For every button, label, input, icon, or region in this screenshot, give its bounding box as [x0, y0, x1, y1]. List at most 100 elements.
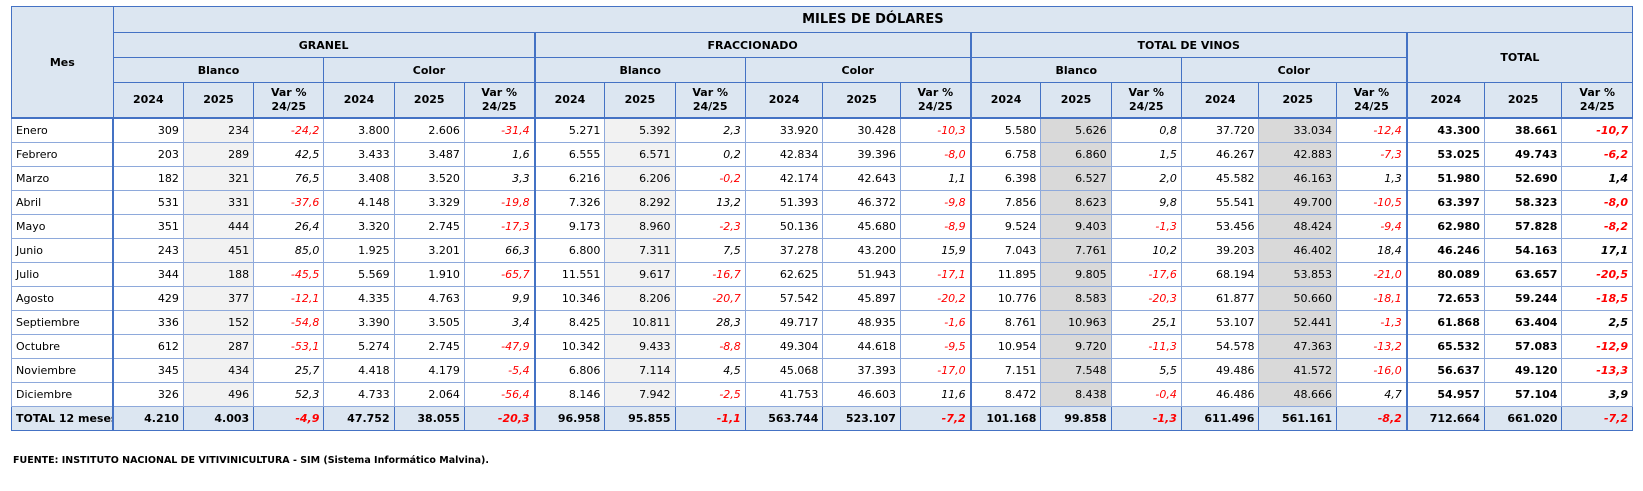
value-cell: 6.527	[1040, 166, 1112, 191]
var-cell: -1,6	[899, 310, 972, 335]
value-cell: 8.292	[604, 190, 676, 215]
value-cell: 612	[112, 334, 184, 359]
value-cell: 48.424	[1258, 214, 1338, 239]
value-cell: 336	[112, 310, 184, 335]
value-cell: 287	[182, 334, 255, 359]
var-cell: -8,0	[899, 142, 972, 167]
var-cell: 42,5	[253, 142, 325, 167]
value-cell: 53.025	[1405, 142, 1485, 167]
var-cell: -13,2	[1336, 334, 1408, 359]
value-cell: 56.637	[1405, 358, 1485, 383]
value-cell: 45.068	[744, 358, 824, 383]
value-cell: 4.179	[393, 358, 465, 383]
value-cell: 62.625	[744, 262, 824, 287]
value-cell: 326	[112, 382, 184, 407]
value-cell: 61.868	[1405, 310, 1485, 335]
var-cell: 1,5	[1110, 142, 1182, 167]
header-var: Var % 24/25	[1561, 82, 1633, 119]
header-blanco: Blanco	[969, 57, 1182, 83]
var-cell: -20,5	[1561, 262, 1633, 287]
value-cell: 58.323	[1483, 190, 1563, 215]
header-color: Color	[323, 57, 536, 83]
value-cell: 3.487	[393, 142, 465, 167]
month-label: Julio	[11, 262, 114, 287]
value-cell: 54.163	[1483, 238, 1563, 263]
var-cell: -20,3	[1110, 286, 1182, 311]
value-cell: 46.246	[1405, 238, 1485, 263]
var-cell: -13,3	[1561, 358, 1633, 383]
value-cell: 188	[182, 262, 255, 287]
value-cell: 9.805	[1040, 262, 1112, 287]
var-cell: -24,2	[253, 117, 325, 143]
value-cell: 39.203	[1180, 238, 1260, 263]
var-cell: -10,7	[1561, 117, 1633, 143]
value-cell: 10.811	[604, 310, 676, 335]
source-footnote: FUENTE: INSTITUTO NACIONAL DE VITIVINICU…	[13, 455, 489, 466]
exports-table: Mes MILES DE DÓLARES GRANEL FRACCIONADO …	[11, 6, 1634, 431]
table-row: Noviembre 345 434 25,7 4.418 4.179 -5,4 6.806 7.…	[11, 358, 1633, 383]
value-cell: 4.733	[323, 382, 395, 407]
value-cell: 3.433	[323, 142, 395, 167]
var-cell: -18,5	[1561, 286, 1633, 311]
value-cell: 6.800	[533, 238, 606, 263]
value-cell: 51.393	[744, 190, 824, 215]
value-cell: 5.569	[323, 262, 395, 287]
var-cell: -1,3	[1110, 214, 1182, 239]
value-cell: 3.800	[323, 117, 395, 143]
var-cell: -8,2	[1561, 214, 1633, 239]
value-cell: 38.055	[393, 406, 465, 431]
var-cell: 76,5	[253, 166, 325, 191]
value-cell: 523.107	[822, 406, 901, 431]
value-cell: 11.895	[969, 262, 1042, 287]
var-cell: 1,4	[1561, 166, 1633, 191]
value-cell: 7.548	[1040, 358, 1112, 383]
var-cell: -47,9	[463, 334, 536, 359]
var-cell: 9,9	[463, 286, 536, 311]
var-cell: 1,3	[1336, 166, 1408, 191]
value-cell: 37.393	[822, 358, 901, 383]
table-container: Mes MILES DE DÓLARES GRANEL FRACCIONADO …	[11, 6, 1634, 431]
var-cell: 3,3	[463, 166, 536, 191]
header-2025: 2025	[604, 82, 676, 119]
header-total: TOTAL	[1405, 32, 1633, 83]
value-cell: 50.660	[1258, 286, 1338, 311]
var-cell: -17,3	[463, 214, 536, 239]
value-cell: 243	[112, 238, 184, 263]
value-cell: 8.146	[533, 382, 606, 407]
value-cell: 6.216	[533, 166, 606, 191]
value-cell: 8.583	[1040, 286, 1112, 311]
value-cell: 41.572	[1258, 358, 1338, 383]
table-row: Enero 309 234 -24,2 3.800 2.606 -31,4 5.271 5.39…	[11, 117, 1633, 143]
value-cell: 42.834	[744, 142, 824, 167]
value-cell: 451	[182, 238, 255, 263]
value-cell: 4.148	[323, 190, 395, 215]
value-cell: 65.532	[1405, 334, 1485, 359]
month-label: Septiembre	[11, 310, 114, 335]
value-cell: 3.329	[393, 190, 465, 215]
var-cell: -5,4	[463, 358, 536, 383]
var-cell: 0,2	[674, 142, 746, 167]
var-cell: -9,8	[899, 190, 972, 215]
value-cell: 9.524	[969, 214, 1042, 239]
value-cell: 5.271	[533, 117, 606, 143]
var-cell: 5,5	[1110, 358, 1182, 383]
var-cell: -45,5	[253, 262, 325, 287]
value-cell: 49.486	[1180, 358, 1260, 383]
value-cell: 101.168	[969, 406, 1042, 431]
value-cell: 49.120	[1483, 358, 1563, 383]
header-blanco: Blanco	[533, 57, 746, 83]
var-cell: 2,0	[1110, 166, 1182, 191]
header-color: Color	[744, 57, 972, 83]
value-cell: 351	[112, 214, 184, 239]
value-cell: 377	[182, 286, 255, 311]
value-cell: 43.300	[1405, 117, 1485, 143]
value-cell: 42.174	[744, 166, 824, 191]
value-cell: 6.555	[533, 142, 606, 167]
table-row: Julio 344 188 -45,5 5.569 1.910 -65,7 11.551 9.6…	[11, 262, 1633, 287]
value-cell: 4.210	[112, 406, 184, 431]
header-granel: GRANEL	[112, 32, 536, 58]
var-cell: -65,7	[463, 262, 536, 287]
value-cell: 45.582	[1180, 166, 1260, 191]
value-cell: 345	[112, 358, 184, 383]
table-title: MILES DE DÓLARES	[112, 6, 1634, 33]
